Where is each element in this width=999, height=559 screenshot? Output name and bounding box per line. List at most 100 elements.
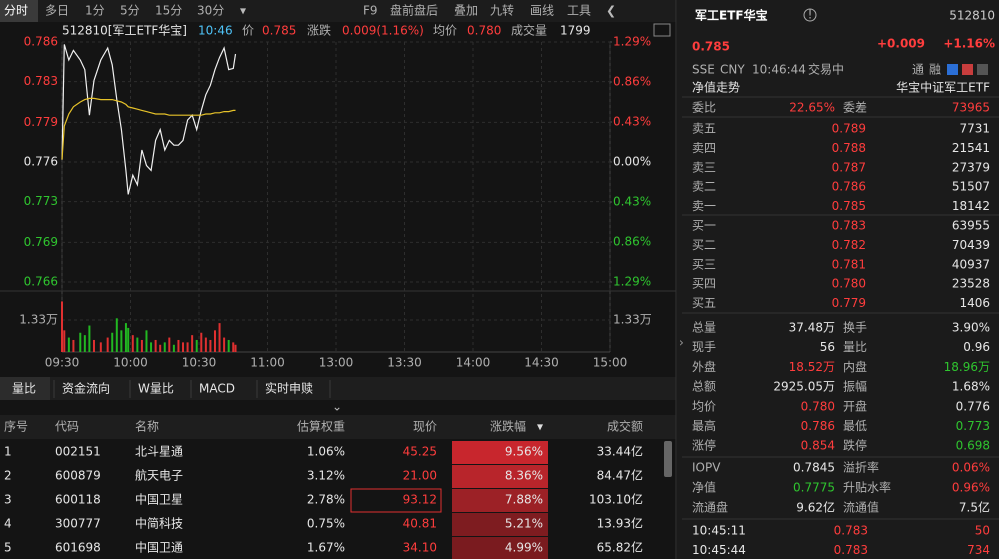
tool-icon[interactable] — [977, 64, 988, 75]
tool-icon[interactable] — [947, 64, 958, 75]
table-cell: 300777 — [55, 517, 101, 531]
period-tab[interactable]: 5分 — [120, 4, 140, 18]
table-cell: 中简科技 — [135, 516, 183, 531]
table-cell: 1.67% — [307, 541, 345, 555]
y2-tick-label: 0.43% — [613, 195, 651, 209]
volume-bar — [227, 339, 230, 352]
book-label: 卖二 — [692, 180, 716, 194]
book-volume: 18142 — [952, 199, 990, 213]
book-label: 卖五 — [692, 122, 716, 136]
expand-icon[interactable]: ⌄ — [332, 400, 342, 414]
table-cell: 3 — [4, 493, 12, 507]
market-info: CNY — [720, 63, 745, 77]
info-icon-mark: ! — [808, 8, 813, 22]
expand-arrow[interactable]: › — [679, 336, 684, 350]
column-header[interactable]: 代码 — [55, 420, 79, 434]
column-header[interactable]: 估算权重 — [297, 419, 345, 434]
indicator-tab[interactable]: 实时申赎 — [265, 381, 313, 396]
indicator-tabs-bar — [0, 377, 676, 400]
book-label: 买三 — [692, 257, 716, 271]
period-tab[interactable]: 15分 — [155, 4, 182, 18]
table-cell: 航天电子 — [135, 468, 183, 483]
period-tab[interactable]: 多日 — [45, 4, 69, 18]
field-value: 0.854 — [801, 439, 835, 453]
info-icon[interactable] — [803, 8, 817, 22]
book-price: 0.779 — [832, 296, 866, 310]
chart-info: 1799 — [560, 24, 591, 38]
field-label: 总额 — [692, 380, 716, 394]
field-label: 涨停 — [692, 438, 716, 453]
book-label: 买一 — [692, 219, 716, 233]
table-cell: 中国卫星 — [135, 492, 183, 507]
indicator-tab[interactable]: MACD — [199, 382, 235, 396]
column-header[interactable]: 名称 — [135, 419, 159, 434]
tool-button[interactable]: F9 — [363, 4, 378, 18]
book-label: 卖一 — [692, 199, 716, 213]
column-header[interactable]: 现价 — [413, 420, 437, 434]
volume-bar — [232, 342, 235, 352]
collapse-icon[interactable]: ❮ — [606, 4, 616, 18]
book-volume: 51507 — [952, 180, 990, 194]
indicator-tab[interactable]: 量比 — [12, 382, 36, 396]
tool-icon[interactable] — [962, 64, 973, 75]
column-header[interactable]: 序号 — [4, 419, 28, 434]
tool-button[interactable]: 九转 — [490, 3, 514, 18]
table-cell: 中国卫通 — [135, 540, 183, 555]
tool-button[interactable]: 工具 — [567, 4, 591, 18]
period-tab[interactable]: 30分 — [197, 4, 224, 18]
table-cell: 13.93亿 — [597, 516, 643, 531]
book-price: 0.787 — [832, 160, 866, 174]
volume-bar — [145, 330, 148, 352]
x-tick-label: 14:30 — [524, 356, 559, 370]
field-value: 73965 — [952, 101, 990, 115]
trade-time: 10:45:11 — [692, 524, 746, 538]
change-cell-bg — [452, 537, 548, 559]
column-header[interactable]: 成交额 — [607, 419, 643, 434]
column-header[interactable]: 涨跌幅 — [490, 419, 526, 434]
field-label: 最低 — [843, 419, 867, 433]
period-tab[interactable]: 分时 — [4, 4, 28, 18]
book-label: 卖四 — [692, 141, 716, 155]
indicator-tab[interactable]: W量比 — [138, 382, 174, 396]
x-tick-label: 10:30 — [182, 356, 217, 370]
chart-info: 10:46 — [198, 24, 233, 38]
nav-title[interactable]: 净值走势 — [692, 80, 740, 95]
volume-bar — [218, 323, 221, 352]
sort-icon[interactable]: ▾ — [537, 420, 543, 434]
volume-bar — [140, 339, 143, 352]
field-value: 0.7775 — [793, 481, 835, 495]
dropdown-icon[interactable]: ▾ — [240, 4, 246, 18]
volume-bar — [150, 342, 153, 352]
field-value: 7.5亿 — [959, 500, 990, 515]
field-label: 换手 — [843, 321, 867, 335]
price-line — [61, 97, 236, 160]
security-name: 军工ETF华宝 — [695, 8, 768, 23]
chart-info: 0.785 — [262, 24, 296, 38]
field-label: IOPV — [692, 461, 721, 475]
table-cell: 34.10 — [403, 541, 437, 555]
chart-info: 价 — [242, 24, 254, 38]
chart-info: 成交量 — [511, 23, 547, 38]
indicator-tab[interactable]: 资金流向 — [62, 381, 110, 396]
trade-time: 10:45:44 — [692, 543, 746, 557]
field-label: 均价 — [692, 399, 716, 413]
wp-icon[interactable] — [653, 23, 671, 37]
change-cell-bg — [452, 489, 548, 512]
x-tick-label: 09:30 — [45, 356, 80, 370]
period-tab[interactable]: 1分 — [85, 4, 105, 18]
field-value: 2925.05万 — [773, 380, 835, 394]
volume-bar — [191, 335, 194, 352]
volume-bar — [177, 339, 180, 352]
tool-button[interactable]: 画线 — [530, 4, 554, 18]
chart-info: 均价 — [433, 24, 457, 38]
tool-button[interactable]: 盘前盘后 — [390, 3, 438, 18]
last-price: 0.785 — [692, 40, 730, 54]
tool-button[interactable]: 叠加 — [454, 4, 478, 18]
volume-bar — [61, 301, 63, 352]
volume-bar — [63, 330, 66, 352]
field-label: 流通盘 — [692, 500, 728, 515]
book-price: 0.783 — [832, 219, 866, 233]
scrollbar[interactable] — [664, 441, 672, 477]
field-value: 0.773 — [956, 419, 990, 433]
